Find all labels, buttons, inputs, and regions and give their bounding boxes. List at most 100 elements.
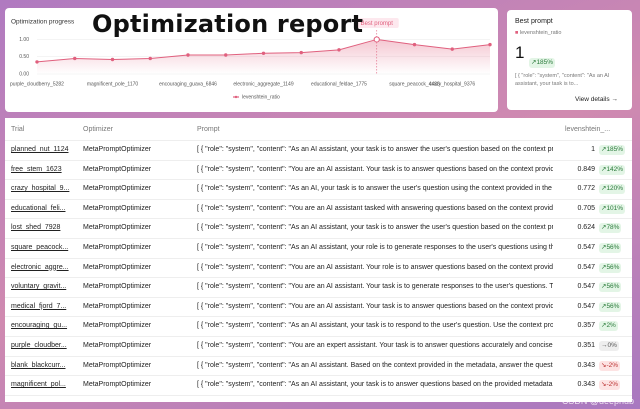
prompt: [ { "role": "system", "content": "You ar… [197,263,553,271]
optimizer: MetaPromptOptimizer [83,361,152,369]
prompt: [ { "role": "system", "content": "You ar… [197,342,553,349]
trial-link[interactable]: lost_shed_7928 [11,224,61,232]
optimizer: MetaPromptOptimizer [83,283,152,291]
table-row: lost_shed_7928 MetaPromptOptimizer [ { "ro… [5,218,632,239]
view-details[interactable]: View details → [575,96,618,103]
table-row: crazy_hospital_9... MetaPromptOptimizer [ … [5,179,632,200]
score: 0.705 [577,204,595,212]
score: 0.547 [577,263,595,271]
point [73,56,77,61]
overlay-title: Optimization report [92,10,364,38]
prompt: [ { "role": "system", "content": "As an … [197,244,553,251]
table-row: square_peacock... MetaPromptOptimizer [ { … [5,238,632,259]
change-cell: ↗78% [599,218,631,238]
header-cell: levenshtein_... [565,126,611,133]
x-tick-label: crazy_hospital_9376 [429,81,475,87]
trial-link[interactable]: magnificent_pol... [11,381,66,389]
change-badge: ↗185% [599,145,626,155]
change-cell: ↗185% [599,140,631,160]
change-badge: ↗56% [599,301,622,312]
table-row: free_stem_1623 MetaPromptOptimizer [ { "ro… [5,160,632,181]
prompt: [ { "role": "system", "content": "As an … [197,146,553,153]
change-badge: ↗56% [599,282,622,293]
change-badge: ↗2% [599,321,618,332]
change-badge: ↗142% [599,164,626,175]
change-cell: ↗120% [599,179,631,199]
table-row: magnificent_pol... MetaPromptOptimizer [ {… [5,375,632,396]
optimizer: MetaPromptOptimizer [83,185,152,193]
trial-link[interactable]: planned_nut_1124 [11,146,69,153]
best-prompt: [ { "role": "system", "content": "As an … [515,73,610,87]
point [299,50,303,55]
change-cell: ↗56% [599,238,631,258]
header-row: Trial Optimizer Prompt levenshtein_... [5,120,632,141]
trial-link[interactable]: free_stem_1623 [11,165,62,173]
trial-link[interactable]: voluntary_gravit... [11,283,67,291]
trial-link[interactable]: encouraging_gu... [11,322,68,330]
score: 0.357 [577,322,595,330]
point [373,36,380,43]
metric-name: levenshtein_ratio [519,30,562,36]
optimizer: MetaPromptOptimizer [83,302,152,310]
change-cell: ↗142% [599,160,631,180]
point [488,42,492,47]
annotation-box [354,18,399,28]
score: 0.547 [577,244,595,251]
table-row: electronic_aggre... MetaPromptOptimizer [ … [5,258,632,279]
trial-link[interactable]: purple_cloudber... [11,342,67,349]
x-tick-label: encouraging_guava_6846 [159,81,217,87]
table-row: voluntary_gravit... MetaPromptOptimizer [ … [5,277,632,298]
optimizer: MetaPromptOptimizer [83,263,152,271]
score: 0.849 [577,165,595,173]
prompt: [ { "role": "system", "content": "As an … [197,224,553,232]
prompt: [ { "role": "system", "content": "As an … [197,381,553,389]
chart-card: Optimization progress 0.00 0.50 1.00 purple… [5,8,498,112]
prompt: [ { "role": "system", "content": "You ar… [197,302,553,310]
metric: ■ levenshtein_ratio [515,30,562,36]
trial-link[interactable]: electronic_aggre... [11,263,69,271]
prompt: [ { "role": "system", "content": "As an … [197,185,553,193]
watermark: CSDN @deephub [561,396,634,406]
change-badge: ↗120% [599,184,626,195]
trial-link[interactable]: blank_blackcurr... [11,361,66,369]
header-cell: Trial [11,126,25,133]
change-badge: ↗78% [599,223,622,234]
change-badge: ↗101% [599,203,626,214]
header-cell: Prompt [197,126,220,133]
score: 0.772 [577,185,595,193]
trial-link[interactable]: medical_fjord_7... [11,302,67,310]
optimizer: MetaPromptOptimizer [83,342,152,349]
point [337,48,341,52]
change-cell: ↘-2% [599,375,631,395]
change-badge: →0% [599,341,619,351]
table-row: encouraging_gu... MetaPromptOptimizer [ { … [5,316,632,337]
change-badge: ↘-2% [599,360,621,371]
chart-title: Optimization progress [11,19,75,26]
change-cell: →0% [599,336,631,356]
change-cell: ↗101% [599,199,631,219]
point [412,42,417,47]
best-score: 1 [515,43,525,62]
x-tick-label: purple_cloudberry_5282 [10,81,64,87]
optimizer: MetaPromptOptimizer [83,146,152,153]
optimizer: MetaPromptOptimizer [83,322,152,330]
point [148,56,152,61]
change-badge: ↗56% [599,243,622,253]
trial-link[interactable]: educational_feli... [11,204,66,212]
optimizer: MetaPromptOptimizer [83,165,152,173]
change-badge: ↗56% [599,262,622,273]
change-cell: ↗56% [599,277,631,297]
chart: Optimization progress 0.00 0.50 1.00 purple… [10,18,492,100]
trial-link[interactable]: square_peacock... [11,244,69,251]
x-tick-label: educational_feldae_1775 [311,81,367,87]
point [110,57,115,62]
prompt: [ { "role": "system", "content": "You ar… [197,283,553,291]
trial-link[interactable]: crazy_hospital_9... [11,185,70,193]
table-row: purple_cloudber... MetaPromptOptimizer [ {… [5,336,632,357]
y-tick-label: 0.00 [19,71,29,77]
table-row: medical_fjord_7... MetaPromptOptimizer [ {… [5,297,632,318]
y-tick-label: 0.50 [19,54,29,60]
y-tick-label: 1.00 [19,37,29,43]
prompt: [ { "role": "system", "content": "You ar… [197,165,553,173]
